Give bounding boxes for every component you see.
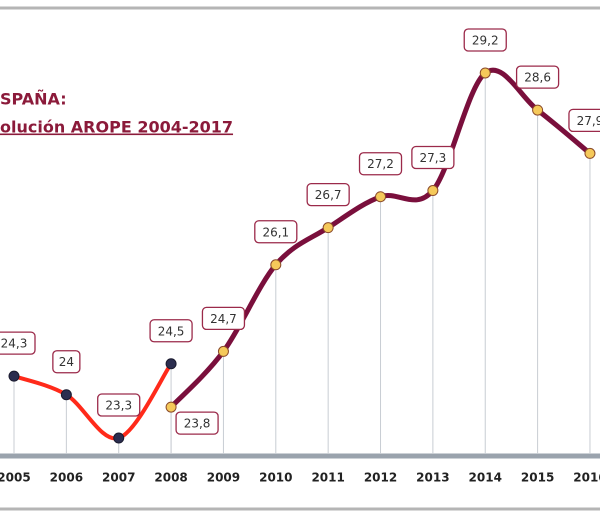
- marker: [584, 147, 596, 159]
- value-label-box: [149, 319, 193, 343]
- value-label: 27,2: [367, 157, 394, 171]
- value-label-box: [568, 108, 600, 133]
- marker: [532, 104, 544, 116]
- marker: [8, 370, 20, 382]
- value-label: 27,9: [577, 114, 600, 128]
- value-label-box: [358, 152, 403, 176]
- value-label-box: [97, 393, 141, 417]
- marker: [375, 191, 387, 203]
- value-label-box: [0, 331, 36, 355]
- marker: [60, 389, 72, 401]
- x-tick-label: 2005: [0, 471, 31, 485]
- x-tick-label: 2015: [521, 471, 554, 485]
- value-label-box: [463, 28, 507, 52]
- x-tick-label: 2011: [311, 471, 344, 485]
- chart-subtitle: olución AROPE 2004-2017: [0, 118, 233, 137]
- value-label: 28,6: [524, 71, 551, 85]
- marker: [479, 67, 491, 79]
- value-label: 24,3: [1, 337, 28, 351]
- x-tick-label: 2010: [259, 471, 292, 485]
- value-label-box: [52, 350, 81, 374]
- value-label-box: [411, 145, 455, 170]
- value-label-box: [306, 183, 350, 207]
- x-tick-label: 2013: [416, 471, 449, 485]
- x-tick-label: 2009: [207, 471, 240, 485]
- x-tick-label: 2007: [102, 471, 135, 485]
- value-label: 26,7: [315, 188, 342, 202]
- x-tick-label: 2008: [154, 471, 187, 485]
- marker: [427, 185, 439, 197]
- value-label: 24,5: [158, 324, 185, 338]
- marker: [217, 345, 229, 357]
- value-label: 29,2: [472, 33, 499, 47]
- value-label: 26,1: [262, 225, 289, 239]
- x-tick-label: 2006: [50, 471, 83, 485]
- value-label: 27,3: [420, 151, 447, 165]
- value-label: 24,7: [210, 312, 237, 326]
- value-label: 24: [59, 355, 74, 369]
- x-tick-label: 2012: [364, 471, 397, 485]
- value-label-box: [515, 65, 560, 89]
- marker: [165, 401, 177, 413]
- value-label: 23,8: [184, 417, 211, 431]
- marker: [322, 222, 334, 234]
- markers: [8, 67, 596, 444]
- series-line: [12, 361, 174, 441]
- value-label: 23,3: [105, 399, 132, 413]
- value-labels: 24,3 24 23,3 24,5 23,8 24,7 26,1 26,7 27,2 27,3 29…: [0, 28, 600, 435]
- marker: [113, 432, 125, 444]
- marker: [165, 358, 177, 370]
- value-label-box: [201, 306, 246, 331]
- value-label-box: [254, 220, 298, 244]
- x-tick-label: 2014: [469, 471, 502, 485]
- chart-title: SPAÑA:: [0, 90, 67, 109]
- marker: [270, 259, 282, 271]
- x-tick-label: 2016: [573, 471, 600, 485]
- value-label-box: [175, 411, 219, 435]
